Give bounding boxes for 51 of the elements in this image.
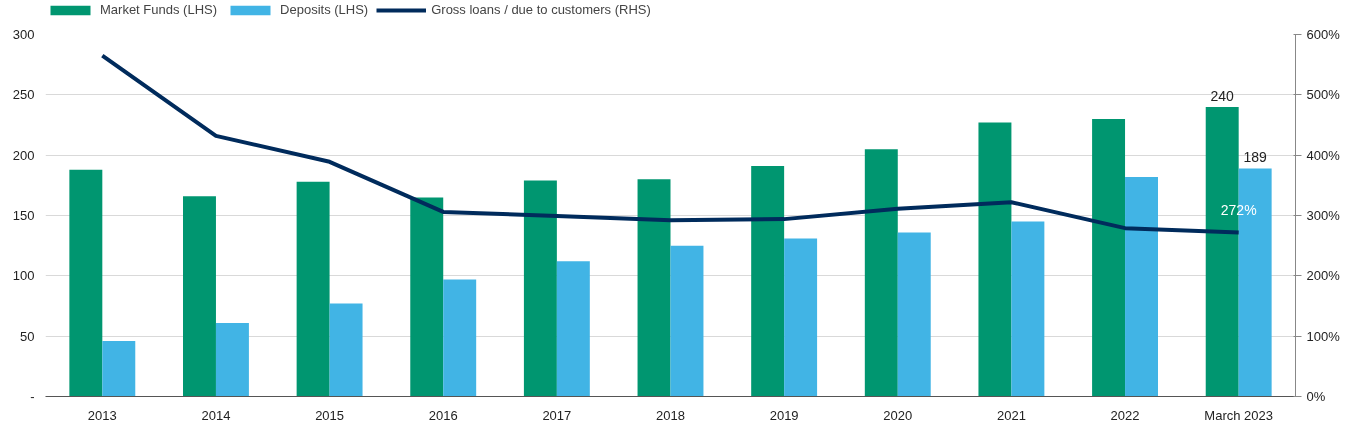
data-label: 240 xyxy=(1210,87,1235,104)
bar xyxy=(556,261,590,397)
y2-tick-label: 0% xyxy=(1306,389,1326,404)
bar xyxy=(410,197,444,397)
bar xyxy=(670,245,704,397)
y-tick-label: 100 xyxy=(12,268,35,284)
legend-label: Deposits (LHS) xyxy=(280,2,369,17)
y-tick-label: - xyxy=(30,389,35,404)
y-tick-label: 300 xyxy=(12,27,35,42)
x-tick-label: 2022 xyxy=(1110,407,1140,423)
bar xyxy=(69,169,103,397)
y-tick-label: 150 xyxy=(12,208,35,223)
x-tick-label: 2017 xyxy=(542,407,572,423)
x-tick-label: 2020 xyxy=(883,407,913,423)
bar xyxy=(296,181,330,397)
bar xyxy=(215,322,249,397)
x-tick-label: 2014 xyxy=(201,407,231,423)
x-tick-label: 2021 xyxy=(996,407,1026,423)
x-tick-label: 2016 xyxy=(428,407,458,423)
data-label: 272% xyxy=(1220,202,1257,219)
x-tick-label: 2019 xyxy=(769,407,799,423)
bar xyxy=(183,196,216,397)
y2-tick-label: 200% xyxy=(1306,268,1341,284)
bar xyxy=(102,340,136,397)
bar xyxy=(1011,221,1045,397)
y-tick-label: 50 xyxy=(20,328,35,344)
bar xyxy=(637,179,671,397)
bar xyxy=(1125,176,1158,397)
bar xyxy=(897,232,931,397)
bar xyxy=(784,238,818,397)
data-label: 189 xyxy=(1243,149,1268,166)
x-tick-label: 2015 xyxy=(315,407,345,423)
y2-tick-label: 400% xyxy=(1306,147,1341,163)
bar xyxy=(443,279,477,397)
bar xyxy=(978,122,1012,397)
bar xyxy=(1092,118,1126,397)
y-tick-label: 250 xyxy=(12,87,35,103)
x-tick-label: March 2023 xyxy=(1204,407,1274,423)
y2-tick-label: 300% xyxy=(1306,208,1341,223)
y2-tick-label: 500% xyxy=(1306,87,1341,103)
bar xyxy=(329,303,363,397)
y-tick-label: 200 xyxy=(12,147,35,163)
bar xyxy=(864,149,898,397)
bar xyxy=(523,180,557,397)
y2-tick-label: 600% xyxy=(1306,27,1341,42)
legend-label: Gross loans / due to customers (RHS) xyxy=(431,2,651,17)
x-tick-label: 2013 xyxy=(87,407,117,423)
y2-tick-label: 100% xyxy=(1306,328,1341,344)
bar xyxy=(751,166,785,397)
x-tick-label: 2018 xyxy=(656,407,685,423)
legend-label: Market Funds (LHS) xyxy=(100,2,218,17)
